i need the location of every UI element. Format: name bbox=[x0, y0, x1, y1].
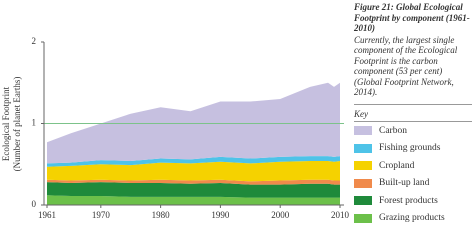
legend-label: Cropland bbox=[379, 160, 415, 171]
legend-item: Forest products bbox=[354, 192, 472, 210]
chart: Ecological Footprint(Number of planet Ea… bbox=[1, 36, 350, 220]
legend-item: Cropland bbox=[354, 157, 472, 175]
x-tick-label: 1961 bbox=[38, 210, 56, 220]
legend-item: Grazing products bbox=[354, 210, 472, 228]
x-tick-label: 2010 bbox=[331, 210, 350, 220]
legend-item: Carbon bbox=[354, 122, 472, 140]
legend-label: Fishing grounds bbox=[379, 143, 441, 153]
side-panel: Figure 21: Global Ecological Footprint b… bbox=[354, 2, 472, 227]
x-tick-label: 2000 bbox=[271, 210, 290, 220]
x-tick-label: 1990 bbox=[211, 210, 230, 220]
legend-item: Built-up land bbox=[354, 175, 472, 193]
legend-label: Built-up land bbox=[379, 178, 430, 188]
legend-swatch bbox=[354, 178, 372, 188]
x-tick-label: 1970 bbox=[92, 210, 111, 220]
y-tick-label: 2 bbox=[32, 36, 37, 46]
legend-swatch bbox=[354, 213, 372, 223]
area bbox=[47, 160, 340, 182]
legend-label: Grazing products bbox=[379, 213, 445, 223]
area bbox=[47, 156, 340, 167]
area bbox=[47, 179, 340, 185]
legend-swatch bbox=[354, 143, 372, 153]
area bbox=[47, 195, 340, 205]
chart-subtitle: Currently, the largest single component … bbox=[354, 34, 458, 98]
legend: Carbon Fishing grounds Cropland Built-up la… bbox=[354, 122, 472, 227]
y-axis-label: Ecological Footprint(Number of planet Ea… bbox=[1, 77, 22, 172]
legend-swatch bbox=[354, 126, 372, 136]
legend-swatch bbox=[354, 161, 372, 171]
legend-label: Forest products bbox=[379, 195, 438, 206]
legend-title: Key bbox=[354, 103, 472, 122]
legend-item: Fishing grounds bbox=[354, 140, 472, 158]
y-tick-label: 1 bbox=[32, 118, 37, 128]
x-tick-label: 1980 bbox=[152, 210, 171, 220]
y-tick-label: 0 bbox=[32, 199, 37, 209]
legend-label: Carbon bbox=[379, 125, 407, 136]
legend-swatch bbox=[354, 196, 372, 206]
chart-title: Figure 21: Global Ecological Footprint b… bbox=[354, 2, 470, 33]
page: Ecological Footprint(Number of planet Ea… bbox=[1, 2, 472, 227]
area bbox=[47, 182, 340, 198]
